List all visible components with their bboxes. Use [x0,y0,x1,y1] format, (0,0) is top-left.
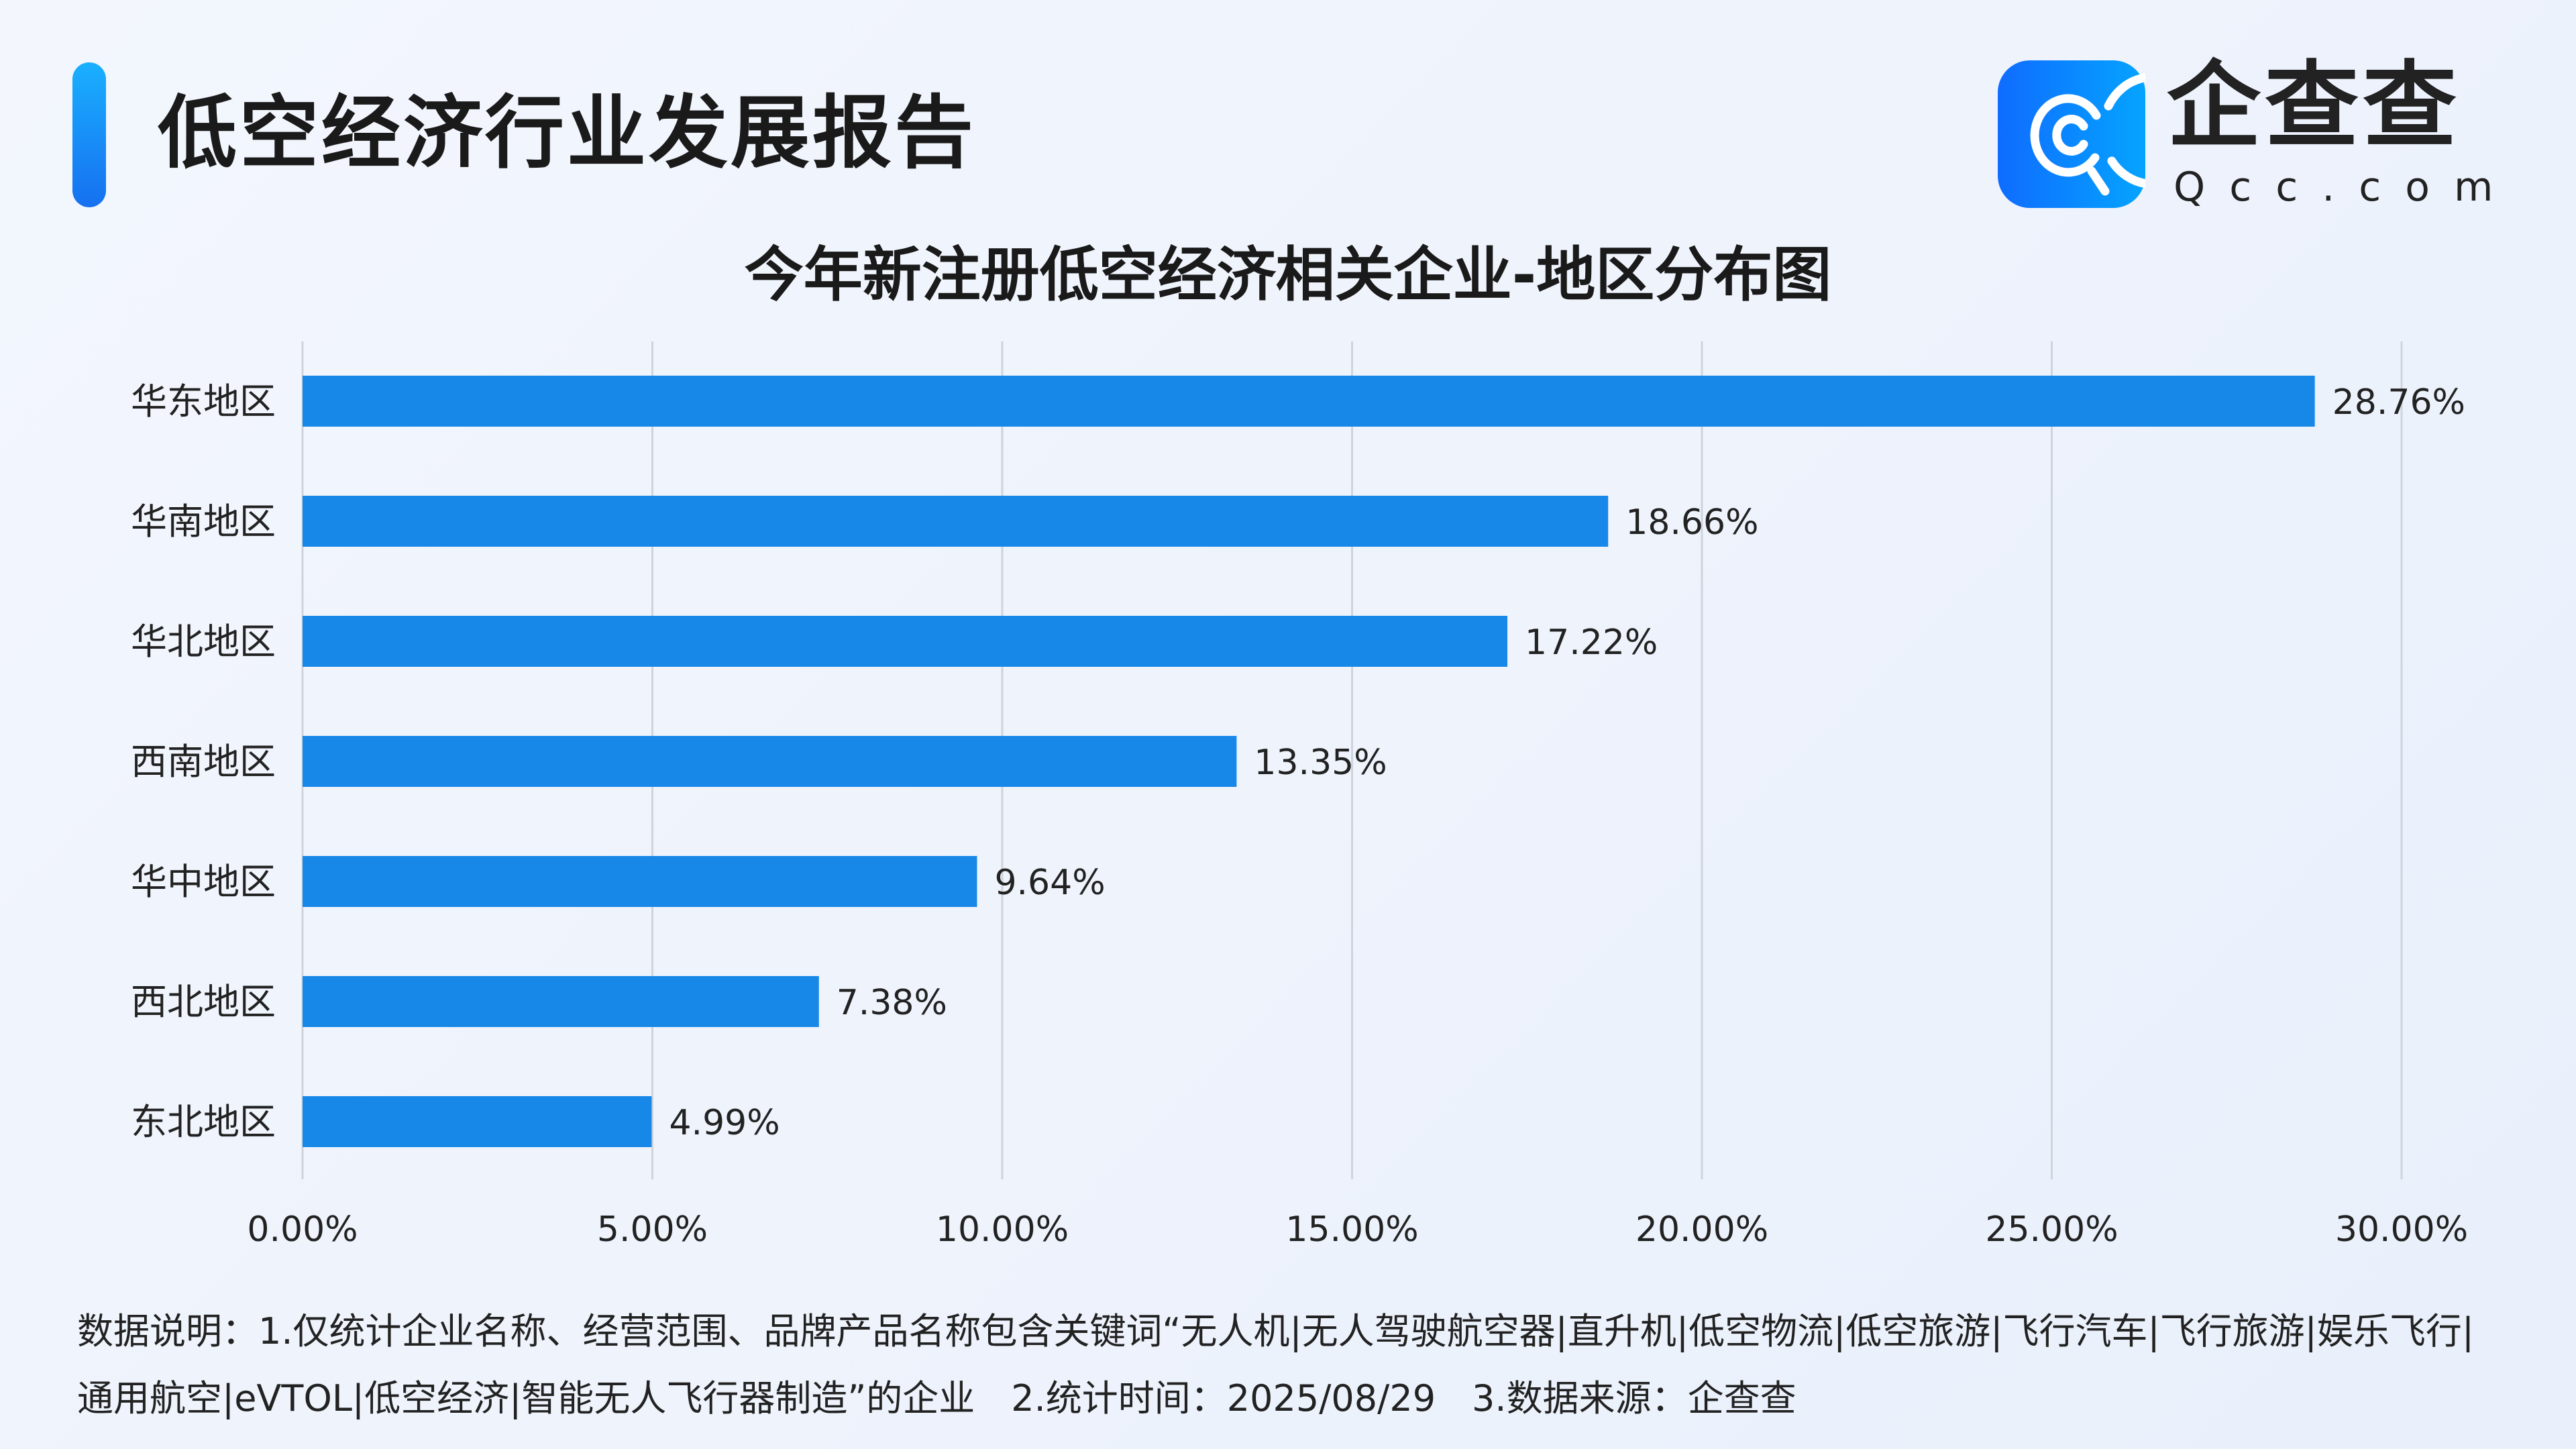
bar [303,736,1237,787]
y-category-label: 西南地区 [131,741,276,783]
bar-value-label: 17.22% [1525,623,1658,663]
logo-text-en: Qcc.com [2174,164,2518,211]
bar-value-label: 28.76% [2332,382,2465,423]
data-note: 数据说明：1.仅统计企业名称、经营范围、品牌产品名称包含关键词“无人机|无人驾驶… [77,1310,2475,1419]
y-category-label: 西北地区 [131,981,276,1023]
chart-title: 今年新注册低空经济相关企业-地区分布图 [744,240,1832,309]
x-tick-label: 30.00% [2335,1210,2468,1250]
x-tick-label: 20.00% [1635,1210,1768,1250]
bar [303,856,977,907]
bar [303,376,2315,427]
x-tick-label: 15.00% [1285,1210,1418,1250]
report-title: 低空经济行业发展报告 [158,87,977,179]
x-tick-label: 25.00% [1985,1210,2118,1250]
bar [303,496,1609,547]
y-category-label: 华中地区 [131,861,276,903]
bar-value-label: 18.66% [1625,502,1758,543]
bar [303,616,1508,667]
y-category-label: 华北地区 [131,621,276,663]
bar-value-label: 13.35% [1254,743,1387,783]
bar-value-label: 7.38% [837,983,947,1023]
qcc-logo-icon [1998,60,2208,208]
y-category-label: 华南地区 [131,500,276,543]
y-category-label: 东北地区 [131,1101,276,1143]
y-category-label: 华东地区 [131,380,276,423]
x-tick-label: 0.00% [247,1210,358,1250]
bar [303,1096,652,1147]
title-accent-bar [72,62,106,207]
logo-text-cn: 企查查 [2167,52,2461,161]
bar [303,976,819,1027]
x-tick-label: 10.00% [936,1210,1069,1250]
bar-value-label: 4.99% [669,1103,780,1143]
bar-value-label: 9.64% [994,863,1105,903]
x-tick-label: 5.00% [597,1210,708,1250]
